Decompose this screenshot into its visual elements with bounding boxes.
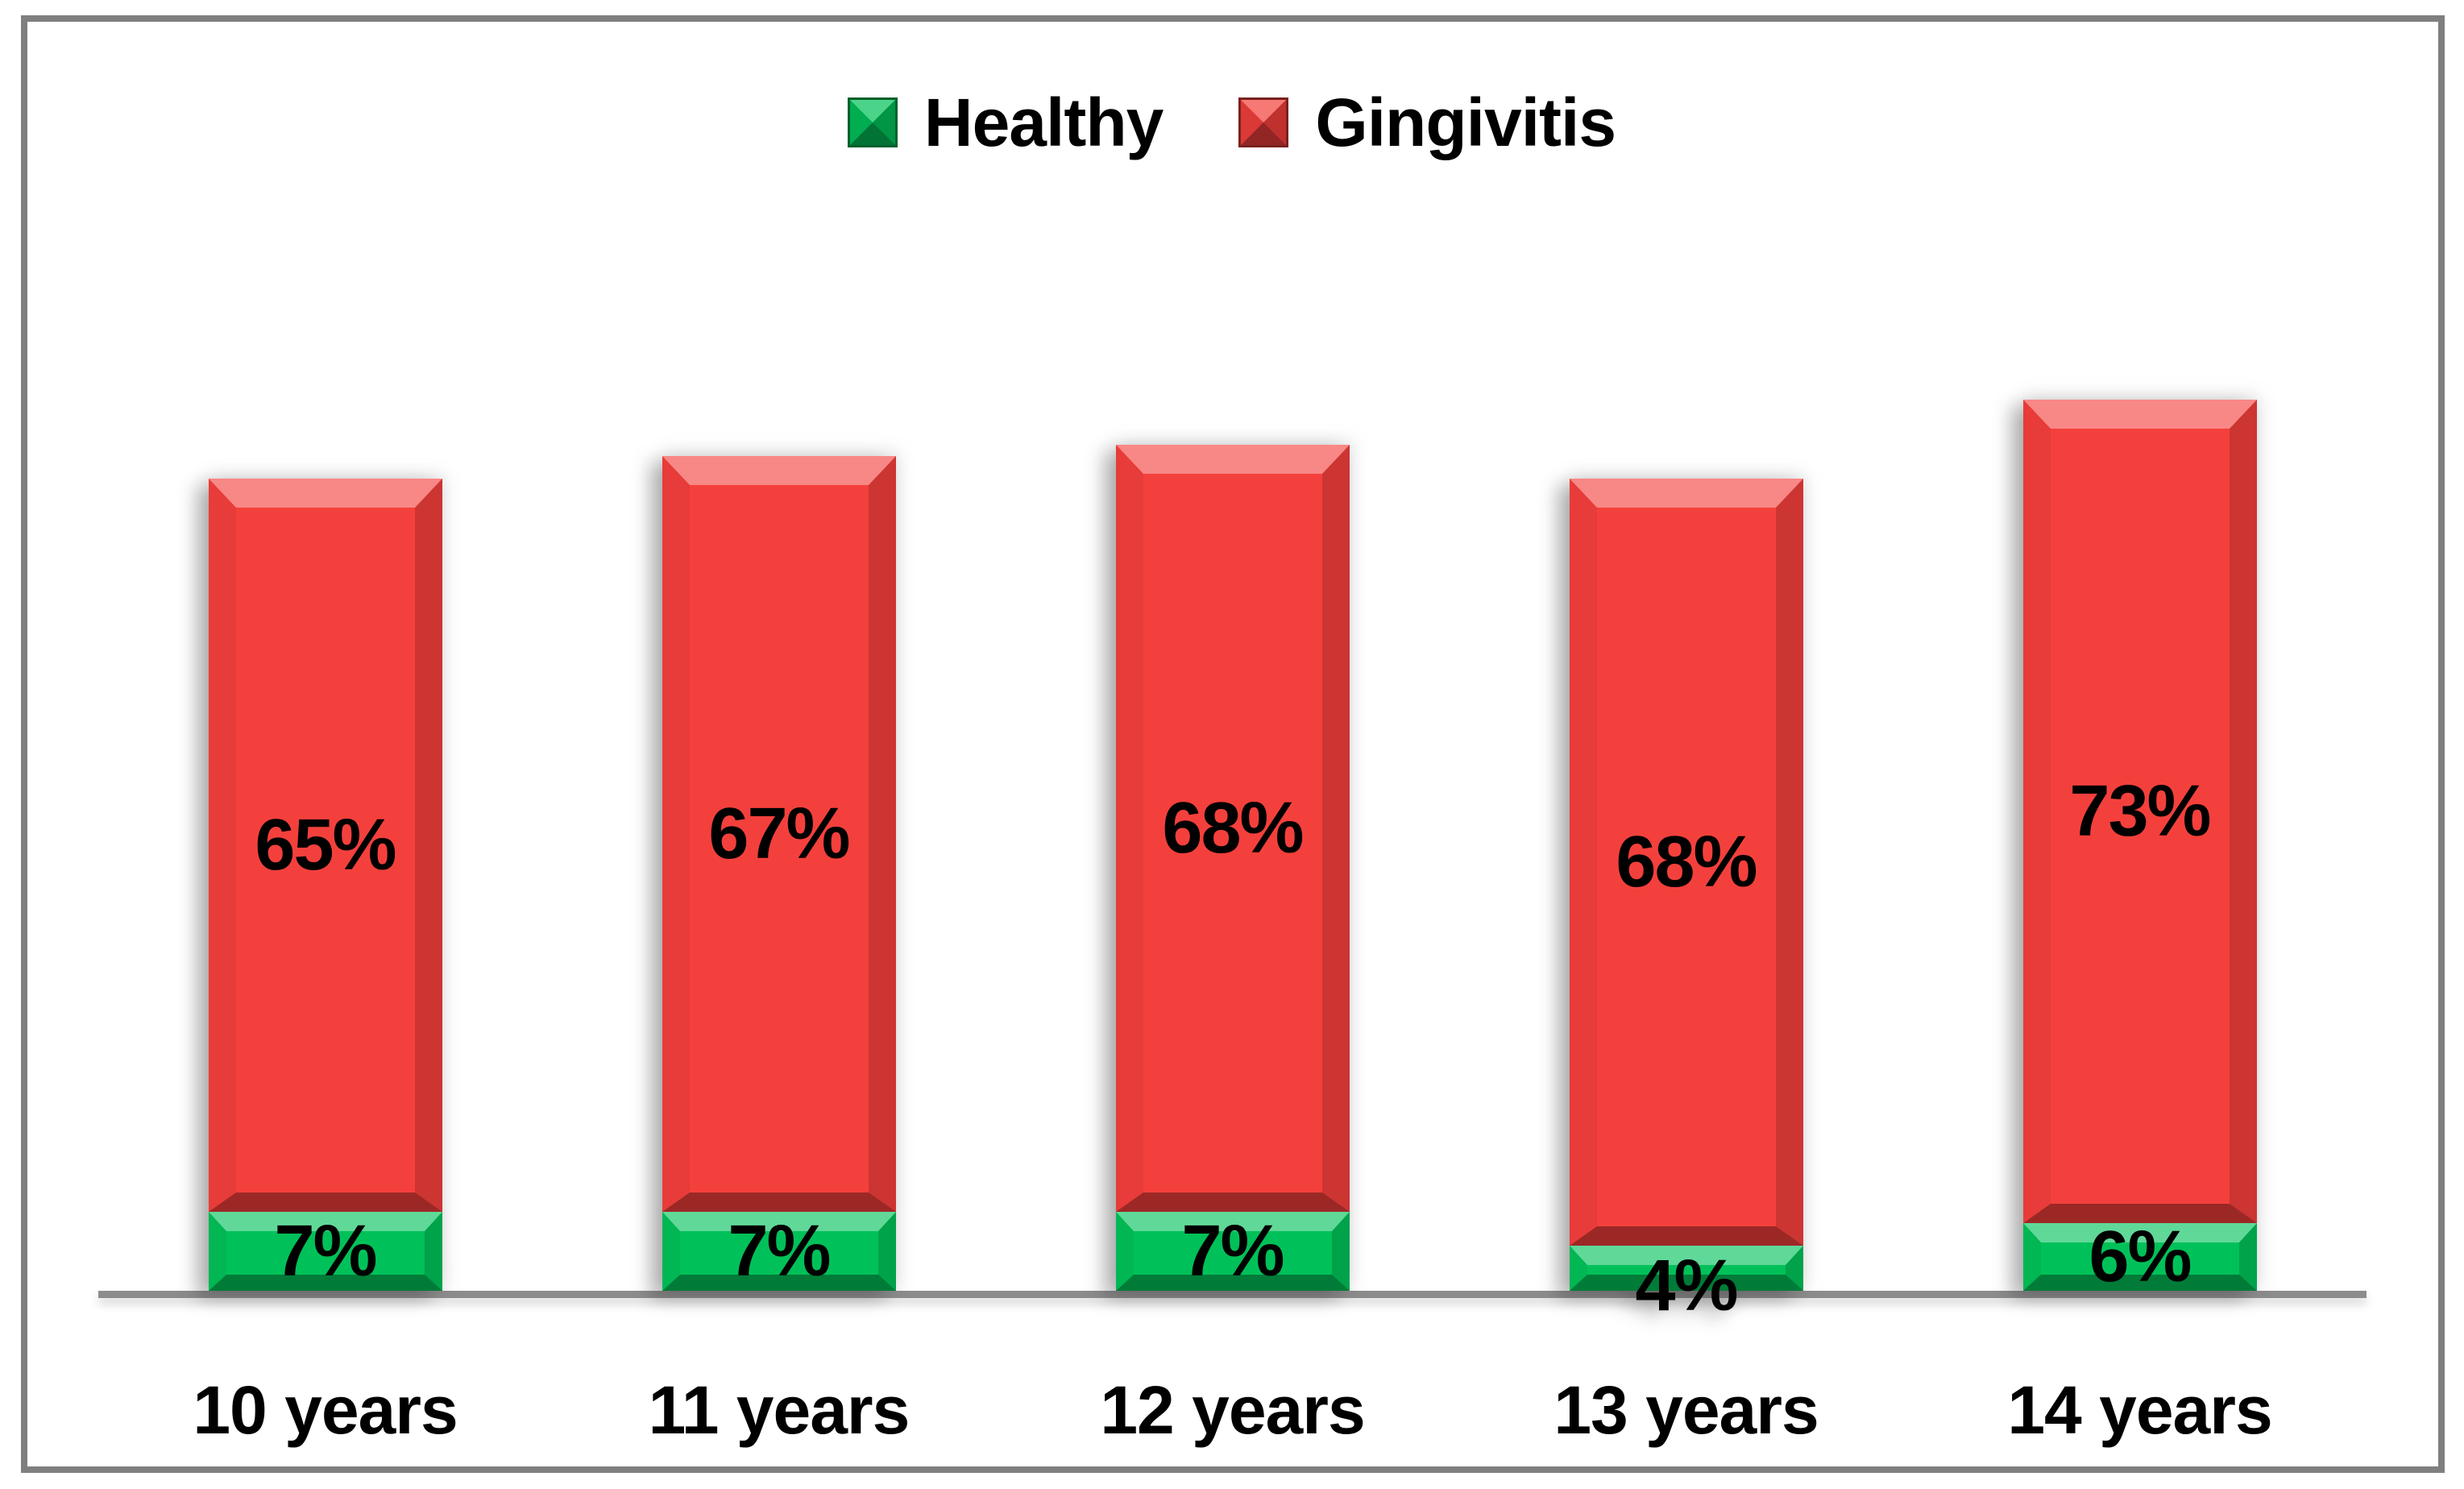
segment-gingivitis[interactable] xyxy=(2022,400,2257,1223)
x-axis-line xyxy=(98,1291,2367,1298)
legend-item-gingivitis[interactable]: Gingivitis xyxy=(1238,85,1616,160)
gingivitis-value-label: 73% xyxy=(2069,771,2211,852)
legend-label-gingivitis: Gingivitis xyxy=(1315,85,1616,160)
legend-label-healthy: Healthy xyxy=(923,85,1164,160)
bar-group-11-years: 7% 67% xyxy=(662,456,896,1291)
gingivitis-legend-marker-icon xyxy=(1238,97,1289,147)
gingivitis-value-label: 65% xyxy=(255,805,396,886)
segment-healthy[interactable] xyxy=(1115,1212,1350,1291)
bar-group-10-years: 7% 65% xyxy=(208,479,442,1292)
gingivitis-value-label: 68% xyxy=(1162,788,1304,869)
segment-gingivitis[interactable] xyxy=(1115,445,1350,1212)
segment-gingivitis[interactable] xyxy=(1569,479,1803,1246)
x-tick-label: 13 years xyxy=(1553,1372,1819,1448)
healthy-value-label: 7% xyxy=(274,1211,377,1292)
healthy-value-label: 4% xyxy=(1635,1246,1738,1326)
segment-healthy[interactable] xyxy=(662,1212,896,1291)
x-tick-label: 14 years xyxy=(2007,1372,2272,1448)
x-tick-label: 10 years xyxy=(193,1372,458,1448)
plot-area: 7% 65% 7% 67% 7% 68% 4% 68% 6% 73% xyxy=(98,0,2367,1322)
segment-healthy[interactable] xyxy=(208,1212,442,1291)
legend-item-healthy[interactable]: Healthy xyxy=(847,85,1164,160)
x-tick-label: 11 years xyxy=(648,1372,911,1448)
segment-healthy[interactable] xyxy=(2022,1223,2257,1291)
segment-gingivitis[interactable] xyxy=(208,479,442,1212)
x-axis-labels: 10 years 11 years 12 years 13 years 14 years xyxy=(98,1368,2367,1465)
bar-group-12-years: 7% 68% xyxy=(1115,445,1350,1292)
bar-group-13-years: 4% 68% xyxy=(1569,479,1803,1322)
gingivitis-value-label: 68% xyxy=(1616,822,1757,902)
x-tick-label: 12 years xyxy=(1100,1372,1365,1448)
segment-healthy[interactable] xyxy=(1569,1246,1803,1291)
healthy-value-label: 7% xyxy=(1181,1211,1284,1292)
healthy-value-label: 6% xyxy=(2089,1217,2192,1297)
segment-gingivitis[interactable] xyxy=(662,456,896,1212)
healthy-legend-marker-icon xyxy=(847,97,898,147)
bar-group-14-years: 6% 73% xyxy=(2022,400,2257,1297)
healthy-value-label: 7% xyxy=(728,1211,831,1292)
legend: Healthy Gingivitis xyxy=(0,87,2464,158)
gingivitis-value-label: 67% xyxy=(708,794,850,874)
